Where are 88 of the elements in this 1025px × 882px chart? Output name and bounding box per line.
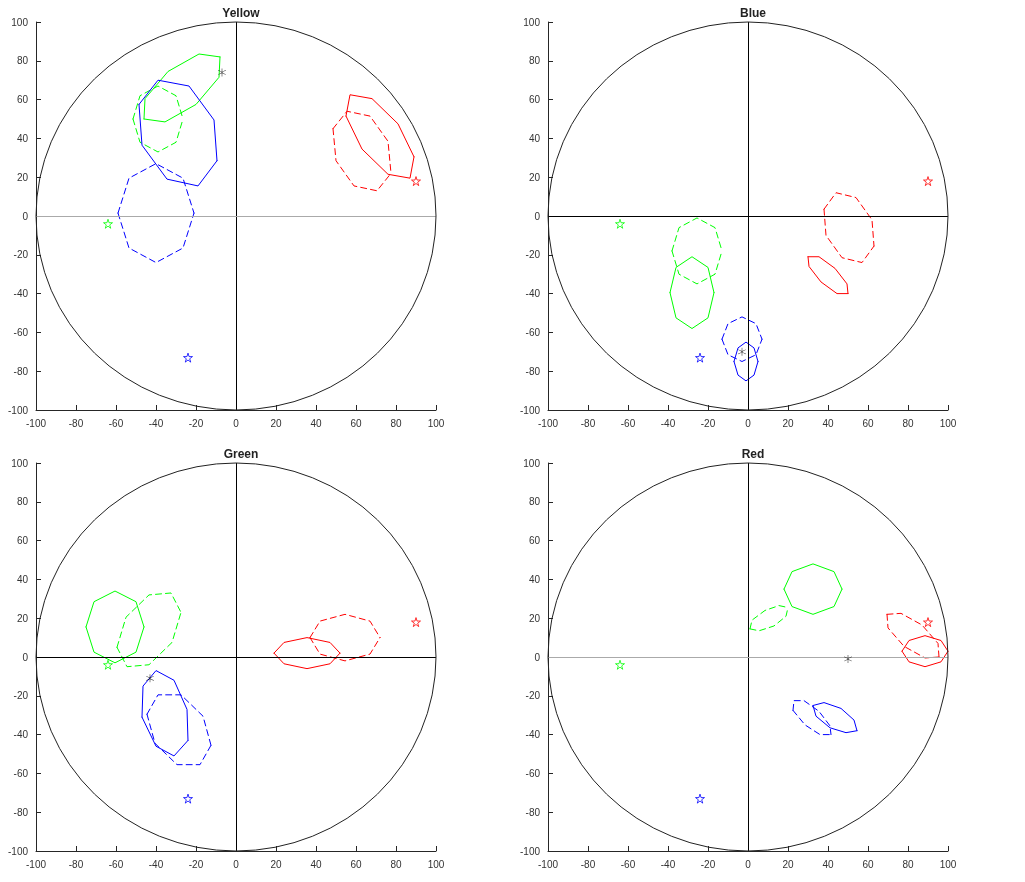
y-tick-label: 20 (528, 171, 541, 183)
x-tick-label: -60 (620, 858, 636, 870)
x-tick-label: 0 (745, 417, 752, 429)
x-tick-label: 40 (310, 417, 322, 429)
x-tick-label: -80 (68, 858, 84, 870)
x-tick-label: 60 (350, 417, 362, 429)
y-tick-label: 20 (528, 612, 541, 624)
x-tick-label: 60 (862, 858, 874, 870)
x-tick-label: 60 (350, 858, 362, 870)
y-tick-label: 40 (528, 573, 541, 585)
x-tick-label: -40 (148, 858, 164, 870)
y-tick-label: -60 (525, 326, 541, 338)
y-tick-label: 80 (16, 55, 29, 67)
y-tick-label: 80 (528, 496, 541, 508)
y-tick-label: -100 (519, 404, 541, 416)
y-tick-label: -100 (519, 845, 541, 857)
y-tick-label: -40 (525, 288, 541, 300)
y-tick-label: -100 (7, 845, 29, 857)
y-tick-label: -100 (7, 404, 29, 416)
y-tick-label: -20 (525, 249, 541, 261)
y-tick-label: 20 (16, 171, 29, 183)
y-tick-label: -80 (13, 806, 29, 818)
y-tick-label: 60 (16, 535, 29, 547)
y-tick-label: 0 (22, 651, 29, 663)
x-tick-label: 0 (745, 858, 752, 870)
x-tick-label: 20 (270, 858, 282, 870)
y-tick-label: 0 (534, 210, 541, 222)
x-tick-label: 40 (822, 858, 834, 870)
x-tick-label: 40 (822, 417, 834, 429)
y-tick-label: -40 (13, 288, 29, 300)
y-tick-label: 100 (523, 457, 541, 469)
x-tick-label: 20 (270, 417, 282, 429)
y-tick-label: 0 (534, 651, 541, 663)
y-tick-label: 40 (528, 132, 541, 144)
x-tick-label: 60 (862, 417, 874, 429)
chart-title: Yellow (222, 6, 261, 20)
x-tick-label: -60 (620, 417, 636, 429)
y-tick-label: -80 (525, 365, 541, 377)
y-tick-label: 100 (11, 457, 29, 469)
x-tick-label: 40 (310, 858, 322, 870)
y-tick-label: 40 (16, 573, 29, 585)
y-tick-label: 0 (22, 210, 29, 222)
y-tick-label: -40 (13, 729, 29, 741)
x-tick-label: -20 (700, 417, 716, 429)
x-tick-label: 100 (427, 417, 445, 429)
x-tick-label: 0 (233, 417, 240, 429)
y-tick-label: -20 (525, 690, 541, 702)
y-tick-label: -20 (13, 690, 29, 702)
x-tick-label: -80 (68, 417, 84, 429)
y-tick-label: 40 (16, 132, 29, 144)
y-tick-label: -60 (13, 767, 29, 779)
y-tick-label: 20 (16, 612, 29, 624)
y-tick-label: -20 (13, 249, 29, 261)
y-tick-label: -80 (13, 365, 29, 377)
x-tick-label: -20 (188, 858, 204, 870)
y-tick-label: 80 (16, 496, 29, 508)
x-tick-label: 80 (902, 858, 914, 870)
chart-title: Blue (739, 6, 767, 20)
y-tick-label: 100 (523, 16, 541, 28)
chart-title: Green (223, 447, 259, 461)
x-tick-label: -80 (580, 858, 596, 870)
y-tick-label: -80 (525, 806, 541, 818)
y-tick-label: -60 (525, 767, 541, 779)
x-tick-label: 80 (902, 417, 914, 429)
y-tick-label: 60 (528, 535, 541, 547)
x-tick-label: -20 (700, 858, 716, 870)
x-tick-label: -40 (148, 417, 164, 429)
x-tick-label: 100 (427, 858, 445, 870)
x-tick-label: 80 (390, 417, 402, 429)
y-tick-label: 60 (16, 94, 29, 106)
x-tick-label: -20 (188, 417, 204, 429)
x-tick-label: -40 (660, 417, 676, 429)
y-tick-label: 80 (528, 55, 541, 67)
y-tick-label: -60 (13, 326, 29, 338)
x-tick-label: -40 (660, 858, 676, 870)
x-tick-label: 100 (939, 858, 957, 870)
x-tick-label: 80 (390, 858, 402, 870)
x-tick-label: -60 (108, 858, 124, 870)
chart-title: Red (741, 447, 765, 461)
y-tick-label: -40 (525, 729, 541, 741)
x-tick-label: 0 (233, 858, 240, 870)
y-tick-label: 60 (528, 94, 541, 106)
y-tick-label: 100 (11, 16, 29, 28)
x-tick-label: -80 (580, 417, 596, 429)
x-tick-label: 100 (939, 417, 957, 429)
x-tick-label: 20 (782, 858, 794, 870)
x-tick-label: -60 (108, 417, 124, 429)
x-tick-label: 20 (782, 417, 794, 429)
